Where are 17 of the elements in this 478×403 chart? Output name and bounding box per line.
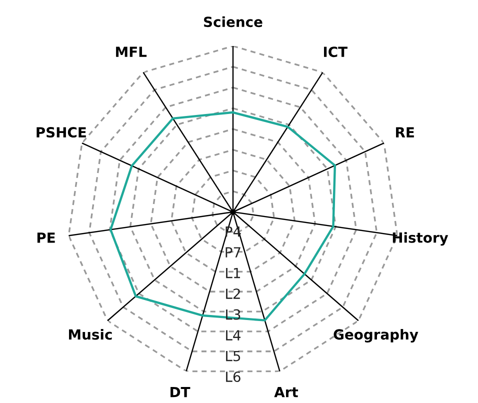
y-tick-label: L2 [226,288,240,299]
y-tick-label: L5 [226,350,240,362]
spoke-label: Science [204,16,262,28]
spoke-label: MFL [116,46,147,57]
spoke-label: PSHCE [36,127,86,138]
y-tick-label: L4 [226,330,241,340]
y-tick-label: L6 [226,372,240,382]
spoke-label: PE [37,232,55,243]
y-tick-label: L1 [226,268,240,278]
spoke-label: Art [274,386,298,398]
spoke-label: Music [69,328,112,340]
spoke-label: History [392,232,448,246]
y-tick-label: P7 [226,247,240,258]
spoke-label: DT [170,386,190,398]
spoke-label: RE [396,127,414,138]
spoke-label: Geography [334,328,418,342]
spoke-label: ICT [324,46,348,58]
